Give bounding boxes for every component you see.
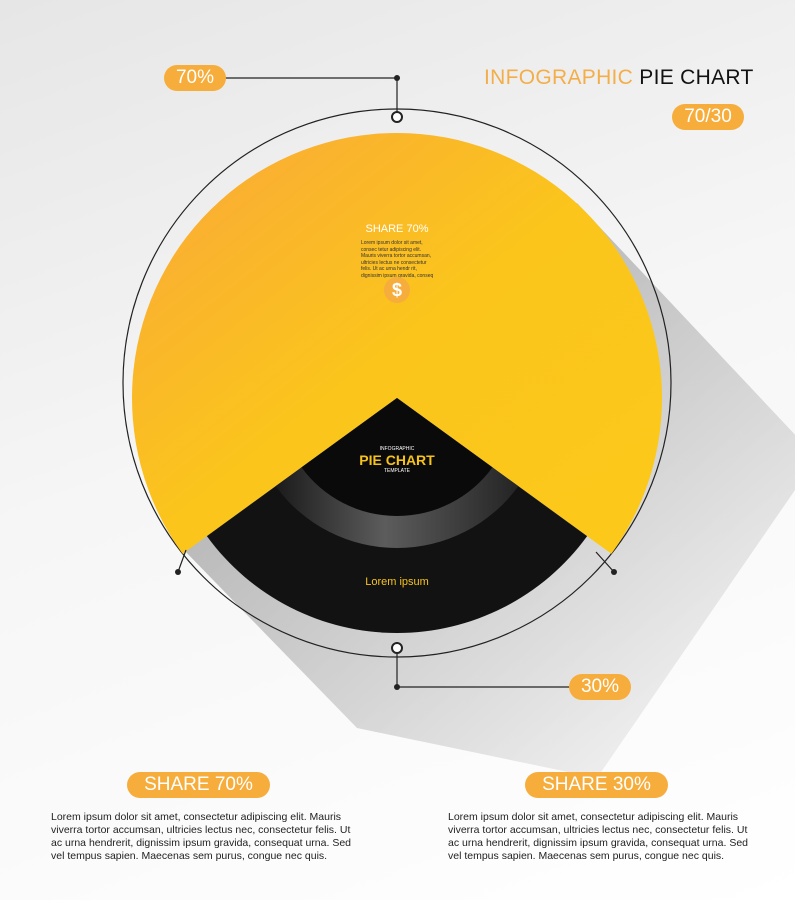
dollar-icon: $: [384, 277, 410, 303]
ratio-badge: 70/30: [672, 104, 744, 130]
leader-dots: [175, 75, 617, 690]
title-part2: PIE CHART: [639, 66, 754, 89]
inner-title: PIE CHART: [359, 452, 435, 468]
slice-30-inner: [301, 398, 493, 517]
inner-small-top: INFOGRAPHIC: [379, 446, 415, 452]
inner-small-bottom: TEMPLATE: [383, 468, 411, 474]
leader-left: [177, 549, 187, 573]
marker-70: [391, 111, 403, 123]
bottom-heading-30: SHARE 30%: [525, 772, 668, 798]
leader-right: [595, 551, 615, 573]
label-70: 70%: [164, 65, 226, 91]
slice-70[interactable]: [132, 132, 663, 554]
title-part1: INFOGRAPHIC: [484, 66, 634, 89]
label-30: 30%: [569, 674, 631, 700]
chart-title: INFOGRAPHIC PIE CHART: [484, 66, 754, 90]
marker-30: [391, 642, 403, 654]
slice-70-text: Lorem ipsum dolor sit amet, consec tetur…: [361, 240, 434, 279]
leader-70: [225, 77, 398, 117]
slice-70-heading: SHARE 70%: [365, 223, 429, 235]
bottom-text-30: Lorem ipsum dolor sit amet, consectetur …: [448, 811, 748, 862]
bottom-heading-70: SHARE 70%: [127, 772, 270, 798]
slice-30-caption: Lorem ipsum: [365, 576, 429, 588]
bottom-text-70: Lorem ipsum dolor sit amet, consectetur …: [51, 811, 351, 862]
